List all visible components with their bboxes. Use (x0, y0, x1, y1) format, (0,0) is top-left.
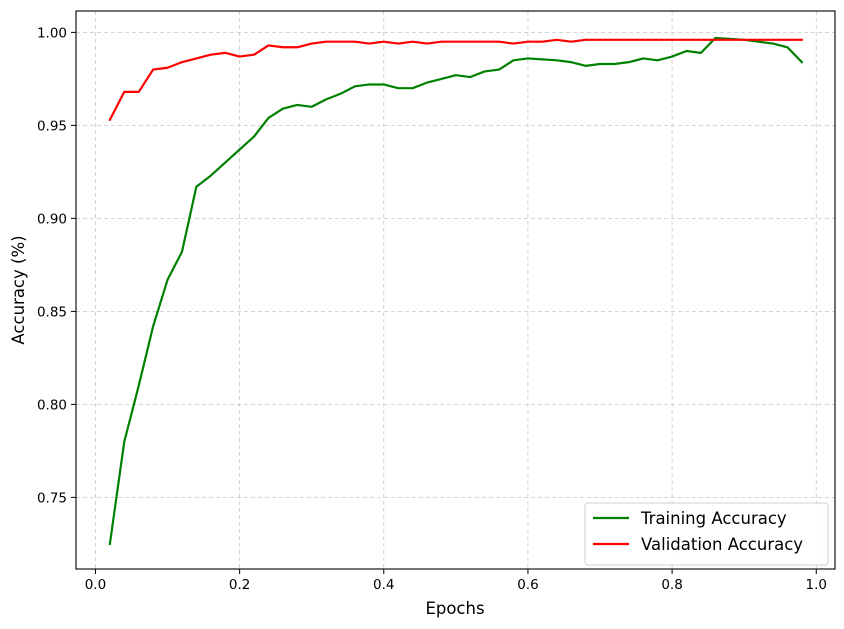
plot-frame (75, 10, 836, 570)
x-tick-label: 0.6 (517, 577, 538, 593)
y-tick-label: 1.00 (37, 25, 67, 41)
legend-label-training: Training Accuracy (640, 509, 787, 528)
y-tick-label: 0.80 (37, 397, 67, 413)
y-axis-label: Accuracy (%) (9, 235, 28, 344)
grid (76, 11, 835, 569)
x-tick-label: 1.0 (806, 577, 827, 593)
legend-label-validation: Validation Accuracy (641, 535, 803, 554)
x-tick-label: 0.4 (373, 577, 394, 593)
x-tick-label: 0.0 (85, 577, 106, 593)
y-tick-label: 0.95 (37, 118, 67, 134)
x-tick-label: 0.8 (661, 577, 682, 593)
x-axis-label: Epochs (425, 599, 484, 618)
series-line-training-accuracy (108, 36, 804, 546)
series-layer (108, 36, 804, 546)
y-tick-label: 0.85 (37, 304, 67, 320)
y-tick-label: 0.90 (37, 211, 67, 227)
series-line-validation-accuracy (108, 38, 803, 122)
x-tick-label: 0.2 (229, 577, 250, 593)
tick-layer: 0.0 0.2 0.4 0.6 0.8 1.0 0.75 0.80 0.85 0.90 0.95 1.… (37, 25, 827, 593)
legend-box (584, 502, 829, 566)
y-tick-label: 0.75 (37, 490, 67, 506)
legend: Training Accuracy Validation Accuracy (584, 502, 829, 566)
